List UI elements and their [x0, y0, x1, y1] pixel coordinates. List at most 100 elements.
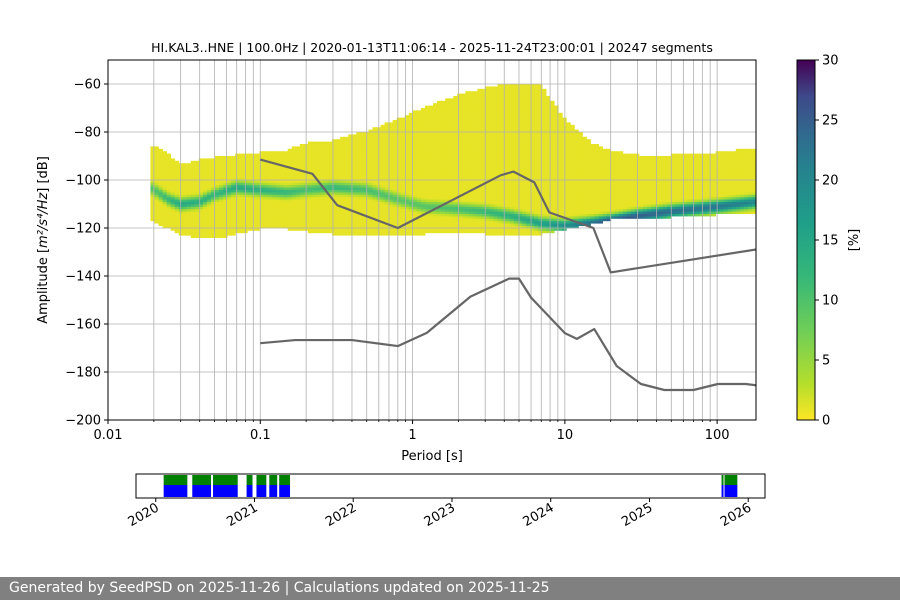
psd-density-cell	[437, 182, 442, 186]
psd-density-cell	[307, 156, 313, 159]
psd-density-cell	[404, 120, 410, 123]
psd-density-cell	[469, 141, 474, 145]
psd-density-cell	[158, 213, 163, 217]
psd-density-cell	[291, 177, 297, 181]
psd-density-cell	[170, 180, 176, 183]
psd-density-cell	[283, 153, 289, 157]
psd-density-cell	[429, 110, 434, 114]
psd-density-cell	[416, 132, 422, 135]
psd-density-cell	[521, 158, 527, 162]
psd-density-cell	[340, 163, 345, 166]
psd-density-cell	[360, 192, 365, 195]
psd-density-cell	[154, 170, 159, 174]
psd-density-cell	[259, 153, 264, 157]
psd-density-cell	[538, 187, 543, 190]
psd-density-cell	[279, 168, 285, 171]
psd-density-cell	[566, 165, 571, 169]
psd-density-cell	[469, 100, 474, 104]
psd-density-cell	[558, 146, 563, 150]
psd-density-cell	[602, 211, 608, 214]
psd-density-cell	[416, 158, 422, 162]
psd-density-cell	[562, 163, 567, 166]
psd-density-cell	[437, 194, 442, 198]
psd-density-cell	[198, 230, 204, 234]
psd-density-cell	[215, 177, 220, 181]
psd-density-cell	[453, 148, 458, 152]
psd-density-cell	[497, 206, 503, 210]
psd-density-cell	[550, 189, 555, 193]
psd-density-cell	[521, 88, 527, 92]
psd-density-cell	[509, 230, 515, 234]
psd-density-cell	[550, 105, 555, 109]
psd-density-cell	[489, 189, 494, 193]
psd-density-cell	[562, 151, 567, 154]
psd-density-cell	[542, 110, 547, 114]
psd-density-cell	[473, 228, 478, 231]
psd-density-cell	[546, 108, 551, 111]
psd-density-cell	[259, 208, 264, 212]
psd-density-cell	[239, 206, 244, 210]
psd-density-cell	[211, 170, 216, 174]
psd-density-cell	[566, 148, 571, 152]
psd-density-cell	[477, 189, 482, 193]
psd-density-cell	[263, 196, 268, 200]
psd-density-cell	[154, 201, 159, 205]
psd-density-cell	[352, 208, 357, 212]
psd-density-cell	[267, 199, 272, 202]
psd-density-cell	[461, 146, 466, 150]
psd-density-cell	[295, 201, 301, 205]
psd-density-cell	[259, 194, 264, 198]
psd-density-cell	[570, 160, 575, 164]
psd-density-cell	[420, 184, 426, 188]
psd-density-cell	[465, 151, 470, 154]
psd-density-cell	[453, 151, 458, 154]
psd-density-cell	[194, 165, 200, 169]
psd-density-cell	[340, 144, 345, 147]
psd-density-cell	[550, 228, 555, 231]
psd-density-cell	[505, 88, 511, 92]
psd-density-cell	[372, 201, 377, 205]
psd-density-cell	[449, 151, 454, 154]
psd-density-cell	[509, 177, 515, 181]
psd-density-cell	[521, 141, 527, 145]
psd-density-cell	[219, 213, 224, 217]
psd-density-cell	[408, 228, 414, 231]
psd-density-cell	[328, 218, 333, 222]
psd-density-cell	[538, 151, 543, 154]
psd-density-cell	[602, 201, 608, 205]
psd-density-cell	[566, 127, 571, 130]
psd-density-cell	[247, 177, 252, 181]
psd-density-cell	[340, 220, 345, 224]
psd-density-cell	[513, 105, 519, 109]
psd-density-cell	[437, 168, 442, 171]
psd-density-cell	[206, 199, 212, 202]
psd-density-cell	[566, 187, 571, 190]
psd-density-cell	[320, 211, 325, 214]
psd-density-cell	[162, 225, 167, 229]
psd-density-cell	[408, 218, 414, 222]
psd-density-cell	[489, 165, 494, 169]
psd-density-cell	[582, 211, 587, 214]
psd-density-cell	[554, 146, 559, 150]
psd-density-cell	[271, 184, 276, 188]
psd-density-cell	[291, 223, 297, 226]
psd-density-cell	[295, 151, 301, 154]
psd-density-cell	[546, 98, 551, 102]
psd-density-cell	[441, 225, 446, 229]
psd-density-cell	[324, 156, 329, 159]
psd-density-cell	[461, 103, 466, 106]
psd-density-cell	[215, 199, 220, 202]
psd-density-cell	[453, 194, 458, 198]
psd-density-cell	[223, 235, 228, 238]
psd-density-cell	[380, 124, 385, 128]
psd-density-cell	[170, 199, 176, 202]
psd-density-cell	[150, 163, 155, 166]
psd-density-cell	[283, 168, 289, 171]
psd-density-cell	[493, 204, 499, 207]
psd-density-cell	[525, 136, 531, 140]
psd-density-cell	[493, 105, 499, 109]
psd-density-cell	[606, 170, 612, 174]
psd-density-cell	[315, 223, 321, 226]
psd-density-cell	[513, 110, 519, 114]
psd-density-cell	[594, 168, 599, 171]
